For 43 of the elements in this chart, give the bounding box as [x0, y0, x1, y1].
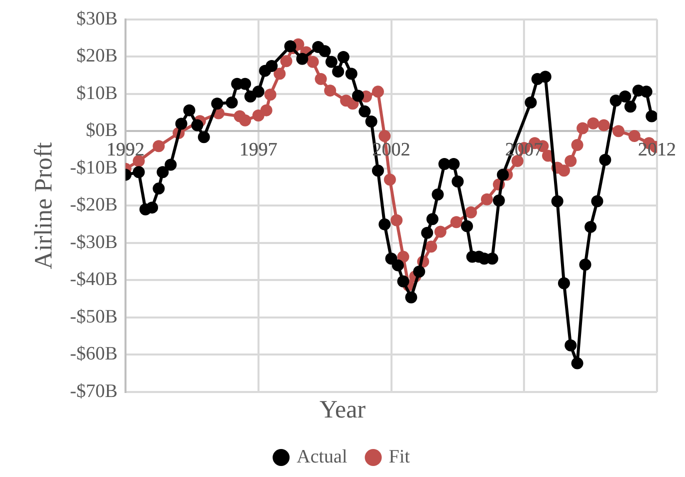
point [450, 216, 462, 228]
y-tick-label: $0B [86, 120, 118, 142]
point [384, 174, 396, 186]
point [576, 122, 589, 134]
y-tick-label: -$70B [70, 380, 118, 402]
y-tick-label: $20B [76, 46, 118, 67]
point [564, 154, 577, 167]
y-tick-label: -$20B [70, 194, 118, 216]
point [260, 104, 272, 116]
y-tick-label: -$30B [70, 232, 118, 253]
point [264, 88, 276, 101]
y-axis-title: Airline Proft [30, 142, 58, 270]
y-tick-label: $10B [76, 82, 118, 104]
point [239, 114, 252, 126]
point [598, 119, 610, 132]
point [628, 130, 640, 142]
legend-label: Actual [296, 446, 348, 468]
point [425, 240, 438, 253]
point [314, 73, 327, 86]
point [587, 117, 600, 130]
point [434, 226, 446, 238]
legend-label: Fit [388, 446, 411, 468]
point [558, 164, 570, 177]
point [480, 193, 493, 206]
x-tick-label: 2012 [638, 140, 676, 161]
y-tick-label: -$50B [70, 306, 118, 328]
point [372, 86, 384, 98]
y-tick-label: -$60B [70, 344, 118, 365]
x-tick-label: 1997 [239, 140, 278, 161]
point [390, 214, 403, 226]
point [378, 130, 391, 142]
y-tick-label: -$40B [70, 269, 118, 290]
x-axis-title: Year [319, 396, 366, 424]
point [397, 250, 410, 263]
point [280, 55, 292, 68]
point [306, 56, 319, 68]
point [612, 125, 624, 138]
point [571, 138, 584, 151]
y-tick-label: $30B [76, 8, 118, 30]
point [324, 84, 336, 97]
point [464, 206, 477, 218]
point [152, 140, 165, 152]
point [274, 68, 286, 80]
